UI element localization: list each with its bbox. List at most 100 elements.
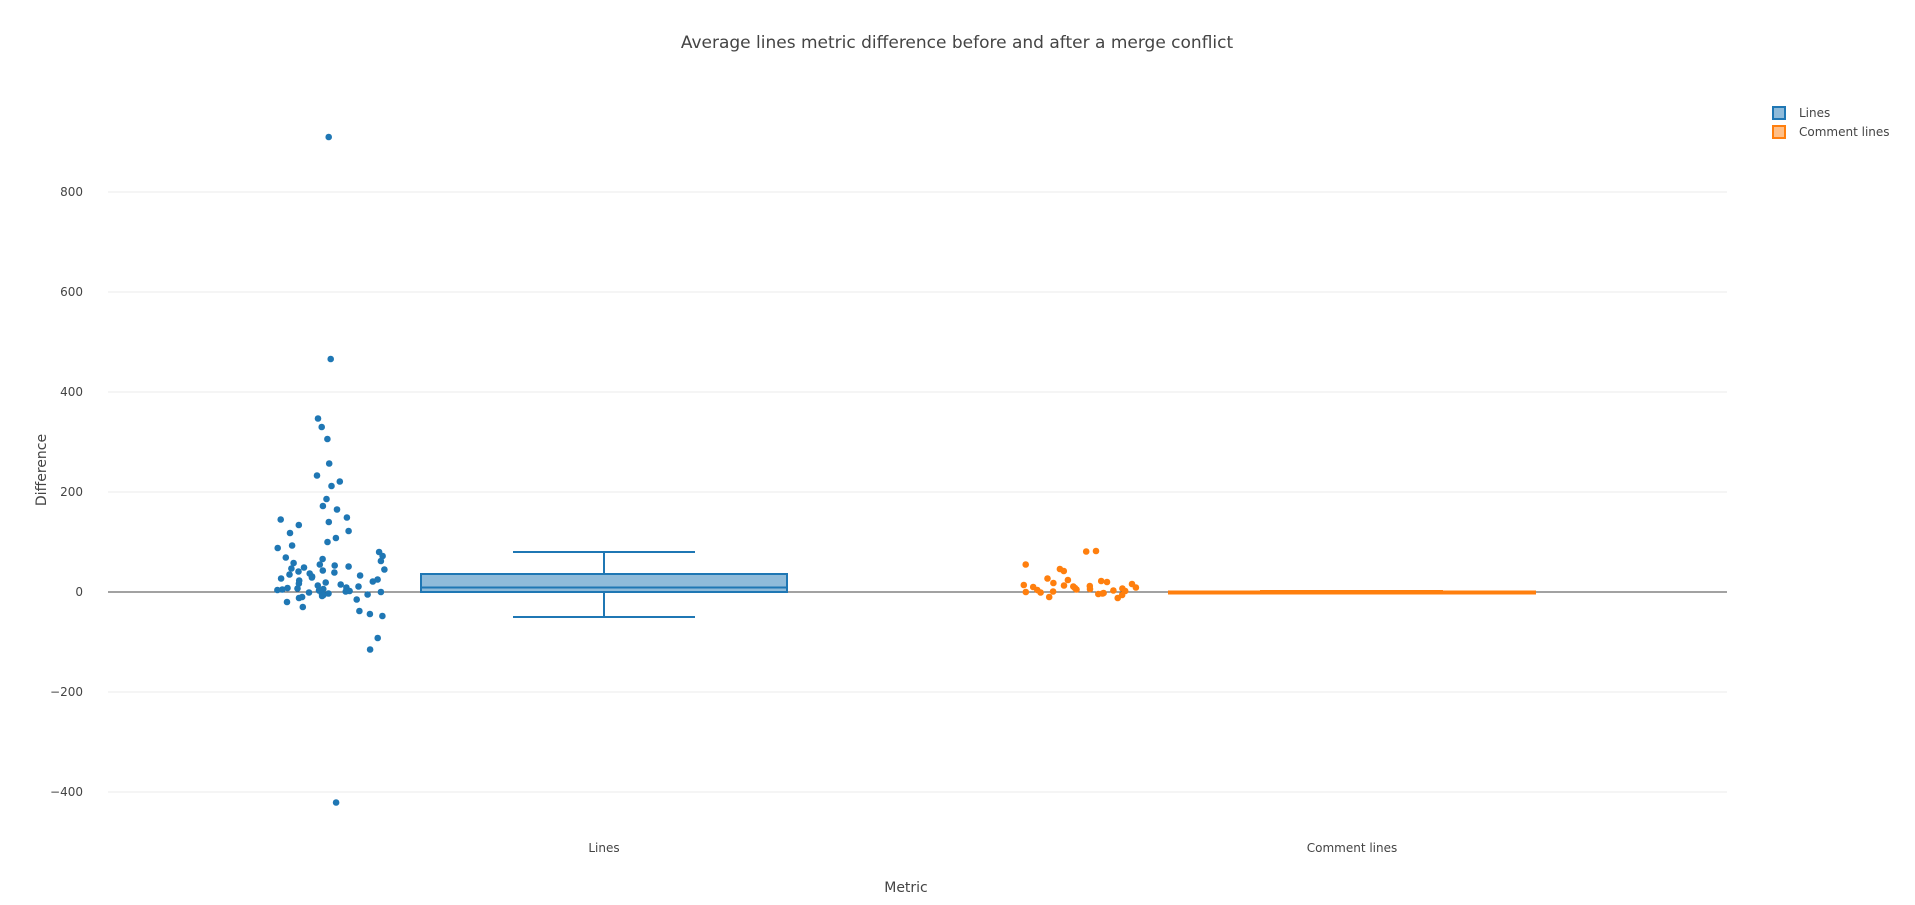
box-iqr <box>420 573 788 593</box>
legend-label: Lines <box>1799 106 1830 120</box>
chart-title: Average lines metric difference before a… <box>681 33 1234 53</box>
data-point <box>274 586 281 594</box>
data-point <box>314 582 322 589</box>
data-point <box>286 529 294 537</box>
data-point <box>1022 588 1030 596</box>
data-point <box>325 133 333 141</box>
data-point <box>337 581 345 588</box>
y-tick-label: 600 <box>60 285 83 299</box>
data-point <box>1132 584 1140 591</box>
data-point <box>282 554 290 561</box>
data-point <box>322 579 330 586</box>
data-point <box>305 589 313 596</box>
data-point <box>313 472 321 479</box>
data-point <box>1064 576 1072 584</box>
data-point <box>277 575 285 582</box>
data-point <box>323 495 330 503</box>
data-point <box>295 568 302 575</box>
legend[interactable]: Lines Comment lines <box>1772 106 1890 139</box>
data-point <box>1103 578 1111 586</box>
y-tick-label: 400 <box>60 385 83 399</box>
data-point <box>1049 588 1057 595</box>
data-point <box>1086 585 1094 593</box>
data-point <box>1050 579 1057 587</box>
y-axis-ticks: −400 −200 0 200 400 600 800 <box>50 185 83 799</box>
data-point <box>343 514 351 521</box>
x-axis-ticks: Lines Comment lines <box>588 841 1397 855</box>
data-points <box>274 133 1140 806</box>
data-point <box>364 591 371 598</box>
data-point <box>333 506 341 513</box>
x-tick-label: Comment lines <box>1307 841 1398 855</box>
x-axis-title: Metric <box>884 880 928 896</box>
y-tick-label: 0 <box>75 585 83 599</box>
data-point <box>316 561 324 568</box>
data-point <box>288 542 296 549</box>
data-point <box>1044 575 1051 582</box>
data-point <box>279 586 286 593</box>
data-point <box>319 567 327 574</box>
data-point <box>1060 567 1068 575</box>
data-point <box>1082 548 1090 555</box>
data-point <box>369 578 377 585</box>
legend-swatch <box>1772 106 1786 120</box>
data-point <box>353 596 361 603</box>
data-point <box>356 607 363 615</box>
legend-item[interactable]: Lines <box>1772 106 1830 120</box>
data-point <box>374 634 382 642</box>
data-point <box>300 564 308 571</box>
data-point <box>1097 577 1105 585</box>
data-point <box>1020 581 1028 589</box>
data-point <box>318 592 326 600</box>
data-point <box>295 580 303 587</box>
data-point <box>366 646 374 653</box>
legend-swatch <box>1772 125 1786 139</box>
data-point <box>294 585 301 592</box>
data-point <box>325 460 333 467</box>
data-point <box>319 555 326 563</box>
data-point <box>379 552 386 560</box>
data-point <box>345 527 352 535</box>
data-point <box>1060 582 1068 589</box>
data-point <box>331 562 339 569</box>
data-point <box>308 574 316 581</box>
data-point <box>1095 590 1102 598</box>
x-tick-label: Lines <box>588 841 619 855</box>
data-point <box>342 588 350 595</box>
data-point <box>284 584 291 592</box>
data-point <box>366 610 374 618</box>
y-axis-title: Difference <box>34 434 50 506</box>
y-tick-label: −200 <box>50 685 83 699</box>
data-point <box>288 565 295 572</box>
data-point <box>299 603 307 611</box>
box-comment-lines <box>1168 590 1536 595</box>
y-tick-label: 200 <box>60 485 83 499</box>
data-point <box>324 538 331 546</box>
y-tick-label: −400 <box>50 785 83 799</box>
legend-label: Comment lines <box>1799 125 1890 139</box>
data-point <box>327 355 335 363</box>
data-point <box>274 544 282 552</box>
data-point <box>381 566 388 573</box>
data-point <box>377 557 385 565</box>
data-point <box>332 799 340 806</box>
data-point <box>345 563 352 570</box>
gridlines <box>108 191 1727 793</box>
data-point <box>379 612 386 620</box>
data-point <box>377 588 385 596</box>
data-point <box>295 521 303 529</box>
data-point <box>356 572 364 579</box>
data-point <box>1110 587 1117 594</box>
y-tick-label: 800 <box>60 185 83 199</box>
data-point <box>332 534 340 542</box>
data-point <box>283 598 291 606</box>
data-point <box>1022 561 1029 568</box>
data-point <box>1045 593 1053 601</box>
data-point <box>1073 586 1080 593</box>
data-point <box>295 594 303 602</box>
legend-item[interactable]: Comment lines <box>1772 125 1890 139</box>
data-point <box>314 415 322 422</box>
data-point <box>1092 547 1100 555</box>
data-point <box>324 435 331 443</box>
